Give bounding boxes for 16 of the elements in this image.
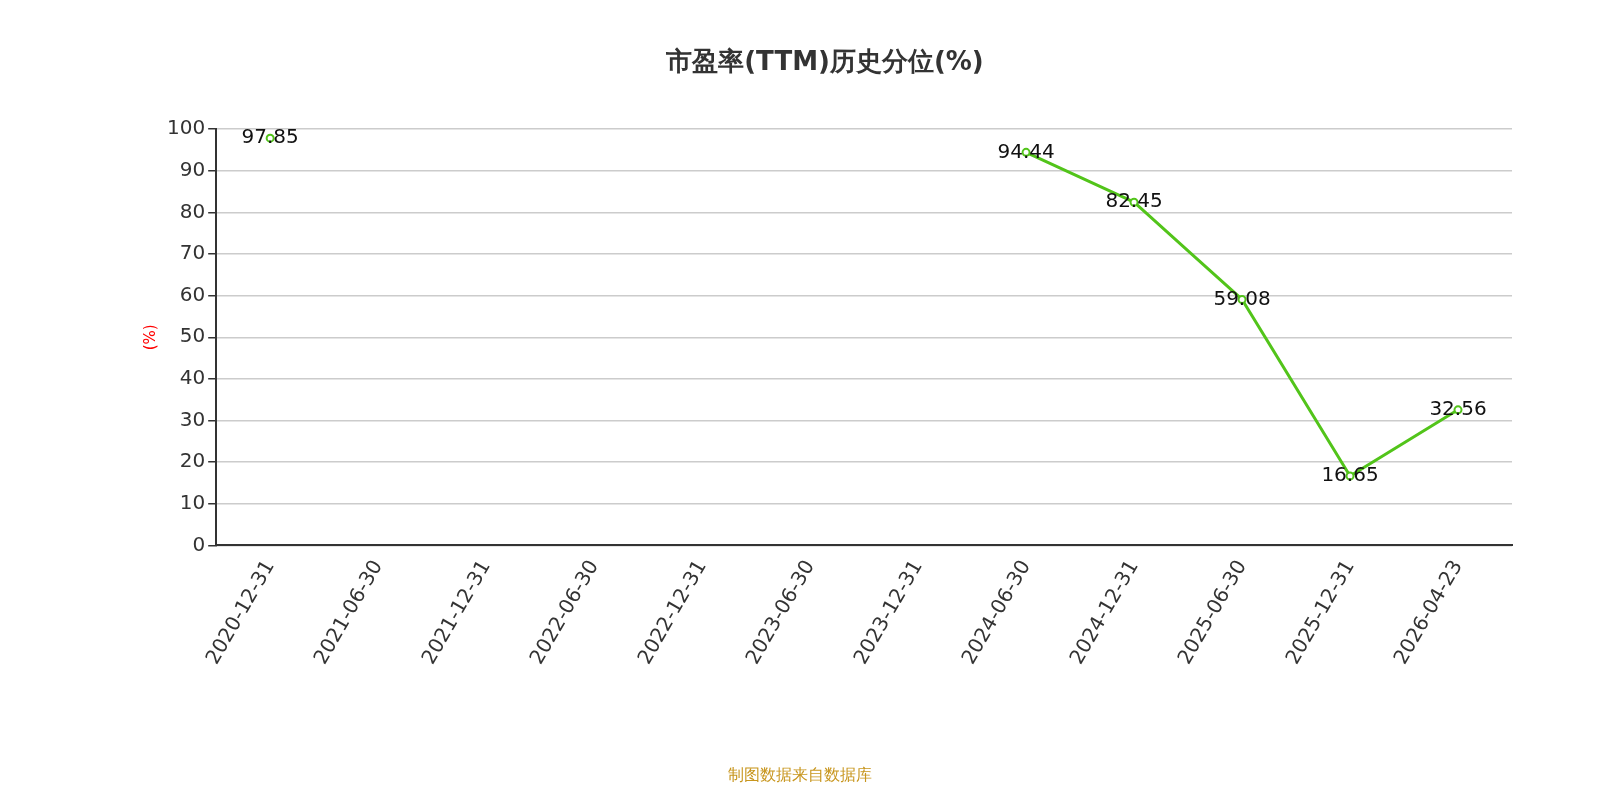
y-tick-label: 30: [179, 406, 206, 431]
y-tick-label: 0: [192, 531, 206, 556]
y-tick-label: 70: [179, 240, 206, 265]
y-tick-label: 10: [179, 489, 206, 514]
y-tick-label: 100: [166, 115, 206, 140]
y-tick-label: 40: [179, 365, 206, 390]
data-label: 97.85: [241, 124, 299, 149]
y-tick-label: 90: [179, 157, 206, 182]
y-axis-title: (%): [140, 324, 159, 351]
y-tick-label: 80: [179, 198, 206, 223]
data-label: 94.44: [997, 138, 1055, 163]
y-tick-label: 20: [179, 448, 206, 473]
text: 制图数据来自数据库: [728, 765, 872, 785]
chart-title: 市盈率(TTM)历史分位(%): [665, 46, 984, 77]
y-tick-label: 60: [179, 281, 206, 306]
y-tick-label: 50: [179, 323, 206, 348]
